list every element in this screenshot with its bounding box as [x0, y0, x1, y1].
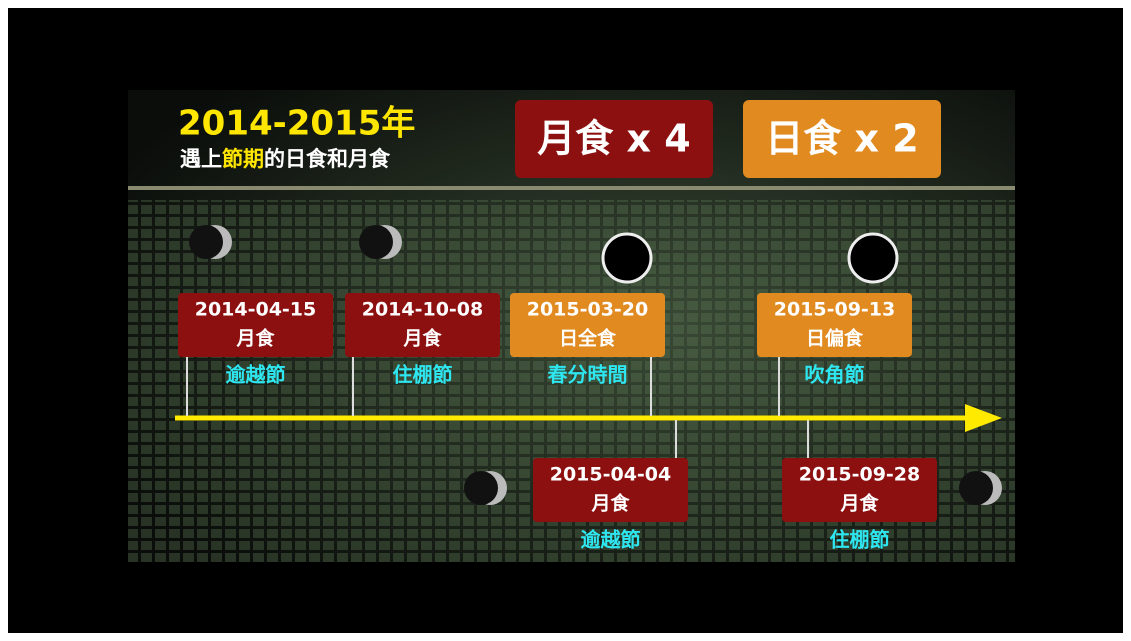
- event-kind: 月食: [590, 492, 630, 515]
- event-festival: 吹角節: [805, 363, 865, 387]
- subtitle-highlight: 節期: [222, 147, 264, 171]
- event-festival: 住棚節: [393, 363, 453, 387]
- event-kind: 日全食: [559, 327, 617, 350]
- event-date: 2015-03-20: [527, 299, 649, 321]
- moon-shadow: [189, 225, 223, 259]
- header-rule: [128, 186, 1015, 190]
- eclipse-icon: [849, 234, 897, 282]
- badge-label: 月食 x 4: [537, 117, 690, 161]
- event-festival: 逾越節: [581, 528, 641, 552]
- event-kind: 月食: [402, 327, 442, 350]
- event-date: 2015-09-28: [799, 464, 921, 486]
- moon-shadow: [464, 471, 498, 505]
- moon-shadow: [959, 471, 993, 505]
- badge-label: 日食 x 2: [765, 117, 918, 161]
- subtitle-part: 遇上: [180, 147, 222, 171]
- event-date: 2014-04-15: [195, 299, 317, 321]
- event-kind: 月食: [839, 492, 879, 515]
- event-date: 2015-04-04: [550, 464, 672, 486]
- eclipse-icon: [603, 234, 651, 282]
- frame: 2014-2015年 遇上節期的日食和月食 月食 x 4 日食 x 2 2014-0…: [0, 0, 1131, 641]
- subtitle-part: 的日食和月食: [264, 147, 391, 171]
- event-date: 2014-10-08: [362, 299, 484, 321]
- event-festival: 住棚節: [830, 528, 890, 552]
- event-kind: 日偏食: [806, 327, 864, 350]
- event-date: 2015-09-13: [774, 299, 896, 321]
- moon-shadow: [359, 225, 393, 259]
- event-festival: 春分時間: [547, 363, 628, 387]
- title: 2014-2015年: [178, 104, 415, 144]
- event-kind: 月食: [235, 327, 275, 350]
- subtitle: 遇上節期的日食和月食: [180, 147, 391, 171]
- event-festival: 逾越節: [226, 363, 286, 387]
